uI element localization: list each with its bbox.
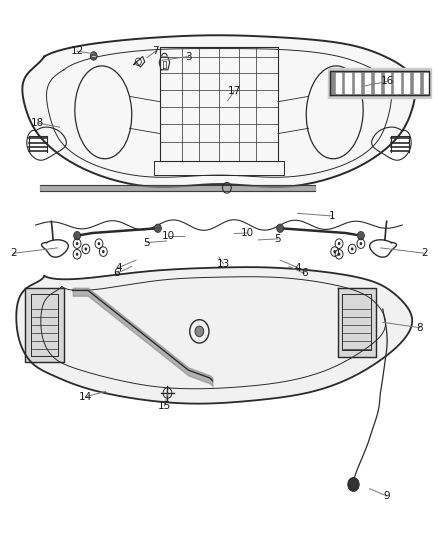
Text: 17: 17 [228, 86, 241, 96]
Circle shape [98, 242, 100, 245]
Polygon shape [16, 267, 412, 403]
Circle shape [333, 250, 336, 253]
Polygon shape [25, 288, 64, 362]
Text: 2: 2 [421, 248, 427, 258]
Text: 9: 9 [384, 491, 390, 501]
Polygon shape [338, 288, 376, 357]
Text: 10: 10 [241, 228, 254, 238]
Circle shape [76, 253, 78, 256]
Text: 10: 10 [162, 231, 175, 241]
Circle shape [360, 242, 362, 245]
Text: 18: 18 [31, 118, 44, 128]
Text: 13: 13 [217, 259, 230, 269]
Text: 5: 5 [144, 238, 150, 247]
Text: 2: 2 [11, 248, 17, 258]
Circle shape [357, 231, 364, 240]
Text: 16: 16 [381, 77, 394, 86]
Circle shape [338, 253, 340, 256]
Text: 6: 6 [301, 269, 307, 278]
Circle shape [90, 52, 97, 60]
Polygon shape [385, 73, 390, 93]
Text: 1: 1 [329, 211, 336, 221]
Circle shape [195, 326, 204, 337]
Circle shape [85, 247, 87, 251]
Text: 4: 4 [294, 263, 301, 272]
Polygon shape [404, 73, 410, 93]
Text: 8: 8 [417, 322, 423, 333]
Text: 6: 6 [113, 269, 120, 278]
Polygon shape [375, 73, 380, 93]
Polygon shape [414, 73, 419, 93]
Circle shape [351, 247, 353, 251]
Polygon shape [394, 73, 399, 93]
Circle shape [76, 242, 78, 245]
Circle shape [102, 250, 105, 253]
Polygon shape [22, 35, 416, 187]
Polygon shape [330, 71, 428, 95]
Polygon shape [346, 73, 350, 93]
Text: 14: 14 [79, 392, 92, 402]
Circle shape [348, 478, 359, 491]
Text: 12: 12 [71, 46, 84, 56]
Text: 7: 7 [152, 46, 159, 56]
Polygon shape [328, 68, 431, 98]
Polygon shape [365, 73, 370, 93]
Text: 15: 15 [158, 401, 171, 411]
Polygon shape [336, 73, 341, 93]
Polygon shape [424, 73, 429, 93]
Circle shape [74, 231, 81, 240]
Text: 5: 5 [275, 234, 281, 244]
Circle shape [277, 224, 284, 232]
Text: 3: 3 [185, 52, 192, 61]
Polygon shape [355, 73, 360, 93]
Circle shape [338, 242, 340, 245]
Circle shape [154, 224, 161, 232]
Text: 4: 4 [115, 263, 122, 272]
